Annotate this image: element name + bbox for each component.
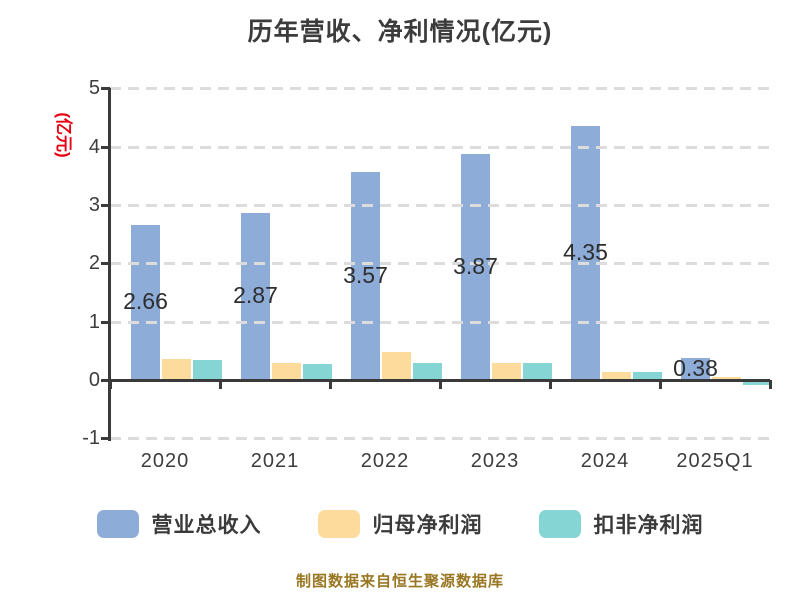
bar — [162, 359, 191, 380]
y-tick-label: 5 — [88, 77, 100, 100]
bar — [272, 363, 301, 380]
x-tick-label: 2023 — [470, 450, 520, 472]
legend-item-net-profit: 归母净利润 — [317, 509, 483, 539]
gridline — [110, 262, 770, 266]
x-tick-label: 2021 — [250, 450, 300, 472]
bar — [492, 362, 521, 380]
bar-value-label: 3.57 — [343, 261, 388, 288]
x-tick-label: 2025Q1 — [676, 450, 754, 472]
bar — [303, 363, 332, 380]
bar — [131, 224, 160, 380]
y-tick-label: 2 — [88, 252, 100, 275]
bar-value-label: 0.38 — [673, 354, 718, 381]
gridline — [110, 145, 770, 149]
legend-item-deducted-net-profit: 扣非净利润 — [538, 509, 704, 539]
y-tick-label: 0 — [88, 369, 100, 391]
gridline — [110, 87, 770, 91]
y-axis-tick — [101, 320, 110, 324]
legend-swatch-deducted-net-profit — [538, 510, 581, 538]
bar — [382, 352, 411, 380]
legend-swatch-revenue — [96, 510, 139, 538]
legend-label-net-profit: 归母净利润 — [372, 514, 483, 537]
y-axis-tick — [101, 262, 110, 266]
bar-value-label: 4.35 — [563, 239, 608, 266]
y-axis-line — [108, 88, 111, 442]
gridline — [110, 437, 770, 441]
bar — [571, 126, 600, 380]
bar — [413, 363, 442, 380]
y-axis-tick — [101, 87, 110, 91]
y-tick-label: 3 — [88, 194, 100, 216]
y-tick-label: -1 — [82, 427, 100, 450]
y-axis-tick — [101, 379, 110, 382]
legend-swatch-net-profit — [317, 510, 360, 538]
bar-value-label: 2.66 — [123, 288, 168, 315]
bar-value-label: 2.87 — [233, 282, 278, 309]
legend-label-deducted-net-profit: 扣非净利润 — [593, 514, 704, 537]
legend: 营业总收入 归母净利润 扣非净利润 — [0, 509, 800, 539]
gridline — [110, 320, 770, 324]
x-axis-tick — [329, 380, 332, 389]
bar — [743, 382, 772, 385]
bar — [712, 377, 741, 380]
y-axis-tick — [101, 204, 110, 207]
bar — [461, 154, 490, 380]
chart-title: 历年营收、净利情况(亿元) — [247, 18, 553, 46]
x-tick-label: 2020 — [140, 450, 190, 472]
bar — [523, 362, 552, 380]
legend-item-revenue: 营业总收入 — [96, 509, 262, 539]
y-tick-label: 4 — [88, 135, 100, 158]
y-tick-label: 1 — [88, 310, 100, 333]
x-axis-tick — [219, 380, 222, 389]
bar — [193, 360, 222, 380]
bar — [602, 371, 631, 380]
bar-value-label: 3.87 — [453, 253, 498, 280]
y-axis-tick — [101, 437, 110, 441]
y-axis-tick — [101, 145, 110, 149]
gridline — [110, 204, 770, 207]
footer-note: 制图数据来自恒生聚源数据库 — [295, 573, 504, 590]
x-axis-tick — [769, 380, 772, 389]
x-axis-tick — [439, 380, 442, 389]
x-axis-tick — [659, 380, 662, 389]
legend-label-revenue: 营业总收入 — [151, 514, 262, 537]
bar — [633, 372, 662, 380]
x-tick-label: 2022 — [360, 450, 410, 472]
x-tick-label: 2024 — [580, 450, 630, 472]
bar — [681, 357, 710, 380]
bar — [241, 212, 270, 380]
x-axis-tick — [549, 380, 552, 389]
x-axis-tick — [109, 380, 112, 389]
